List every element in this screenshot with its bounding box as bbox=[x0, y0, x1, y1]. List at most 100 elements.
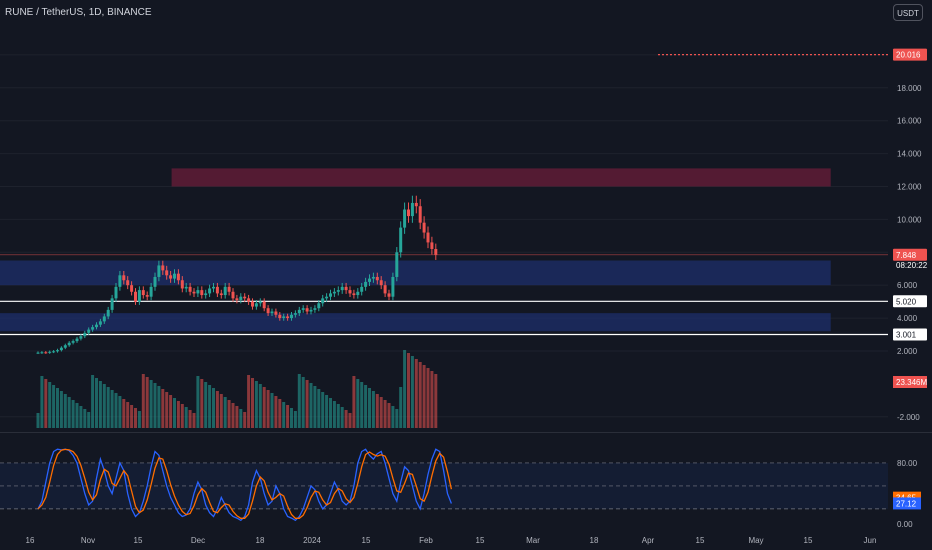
candle bbox=[56, 350, 59, 352]
candle bbox=[352, 293, 356, 296]
volume-bar bbox=[204, 382, 208, 428]
pane-separator[interactable] bbox=[0, 432, 932, 433]
volume-bar bbox=[67, 397, 71, 428]
stoch-tick-label: 0.00 bbox=[897, 520, 913, 529]
last-price-tag-bg bbox=[893, 248, 927, 261]
candle bbox=[371, 276, 375, 279]
candle bbox=[410, 202, 414, 217]
stoch-d-line bbox=[37, 448, 453, 519]
price-tick-label: 18.000 bbox=[897, 84, 922, 93]
time-tick-label: Apr bbox=[642, 536, 655, 545]
candle bbox=[426, 232, 430, 243]
volume-bar bbox=[282, 402, 286, 428]
price-tick-label: 10.000 bbox=[897, 215, 922, 224]
level-tag-text: 3.001 bbox=[896, 331, 917, 340]
candle bbox=[75, 338, 79, 342]
volume-bar bbox=[98, 381, 102, 428]
volume-bar bbox=[286, 405, 290, 428]
candle bbox=[95, 324, 98, 328]
volume-bar bbox=[52, 385, 56, 428]
candle bbox=[52, 351, 56, 353]
candle bbox=[286, 316, 290, 319]
candle bbox=[254, 303, 258, 307]
candle bbox=[383, 285, 387, 294]
volume-bar bbox=[368, 388, 371, 428]
time-tick-label: Nov bbox=[81, 536, 95, 545]
candle bbox=[301, 308, 305, 310]
volume-bar bbox=[278, 399, 282, 428]
candle bbox=[204, 293, 208, 296]
candle bbox=[161, 265, 165, 271]
candles bbox=[36, 195, 438, 354]
volume-bar bbox=[383, 400, 387, 428]
volume-bar bbox=[83, 409, 87, 428]
time-tick-label: Mar bbox=[526, 536, 540, 545]
volume-bar bbox=[91, 375, 95, 428]
candle bbox=[293, 313, 297, 315]
volume-bar bbox=[40, 376, 44, 428]
candle bbox=[266, 308, 270, 314]
candle bbox=[407, 209, 410, 217]
candle bbox=[71, 341, 75, 343]
candle bbox=[297, 309, 301, 314]
candle bbox=[48, 351, 52, 353]
candle bbox=[40, 352, 44, 354]
volume-bar bbox=[212, 388, 215, 428]
volume-bar bbox=[196, 376, 200, 428]
candle bbox=[102, 316, 106, 322]
volume-bar bbox=[266, 390, 270, 428]
candle bbox=[270, 311, 274, 314]
volume-bar bbox=[364, 385, 368, 428]
volume-bar bbox=[309, 383, 313, 428]
volume-bar bbox=[215, 391, 219, 428]
time-tick-label: 15 bbox=[134, 536, 143, 545]
volume-bar bbox=[379, 397, 383, 428]
symbol-title[interactable]: RUNE / TetherUS, 1D, BINANCE bbox=[5, 7, 152, 18]
candle bbox=[83, 332, 87, 337]
candle bbox=[360, 286, 364, 292]
time-tick-label: 16 bbox=[26, 536, 35, 545]
last-price-tag: 7.848 bbox=[893, 248, 927, 261]
time-tick-label: Dec bbox=[191, 536, 205, 545]
volume-bar bbox=[176, 401, 180, 428]
level-tag-bg bbox=[893, 295, 927, 308]
volume-bar bbox=[274, 396, 278, 428]
volume-bar bbox=[239, 409, 243, 428]
candle bbox=[325, 296, 329, 299]
candle bbox=[340, 286, 344, 291]
currency-button[interactable]: USDT bbox=[893, 4, 923, 21]
candle bbox=[321, 298, 325, 304]
volume-bar bbox=[360, 382, 364, 428]
candle bbox=[387, 293, 391, 297]
candle bbox=[251, 301, 254, 307]
volume-bar bbox=[231, 403, 235, 428]
candle bbox=[379, 280, 383, 286]
candle bbox=[110, 298, 114, 310]
candle bbox=[364, 281, 368, 287]
volume-bar bbox=[95, 378, 98, 428]
volume-bar bbox=[395, 409, 399, 428]
volume-bar bbox=[391, 406, 395, 428]
candle bbox=[141, 290, 145, 296]
candle bbox=[309, 309, 313, 312]
volume-bar bbox=[329, 398, 332, 428]
countdown-label: 08:20:22 bbox=[896, 261, 928, 270]
level-tag-text: 5.020 bbox=[896, 297, 917, 306]
volume-bar bbox=[313, 386, 317, 428]
volume-tag-bg bbox=[893, 376, 927, 388]
candle bbox=[399, 227, 403, 253]
volume-bar bbox=[301, 377, 305, 428]
volume-bar bbox=[200, 379, 204, 428]
volume-bar bbox=[114, 393, 118, 428]
volume-bar bbox=[305, 380, 309, 428]
price-tick-label: 14.000 bbox=[897, 150, 922, 159]
volume-bar bbox=[87, 412, 91, 428]
volume-bar bbox=[180, 404, 184, 428]
candle bbox=[153, 276, 157, 287]
time-tick-label: 15 bbox=[696, 536, 705, 545]
candle bbox=[208, 288, 212, 294]
volume-bar bbox=[254, 381, 258, 428]
volume-bar bbox=[418, 362, 422, 428]
